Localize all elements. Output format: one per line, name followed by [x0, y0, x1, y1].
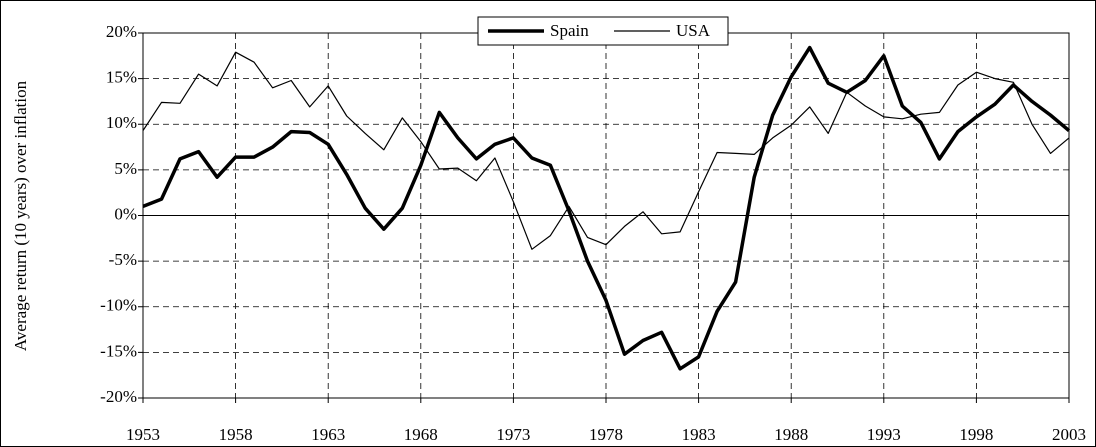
x-tick-label: 1983	[682, 425, 716, 444]
x-tick-label: 1968	[404, 425, 438, 444]
y-tick-label: 0%	[114, 204, 137, 223]
y-tick-label: -5%	[109, 250, 137, 269]
series-line	[142, 45, 1071, 371]
x-tick-label: 1978	[589, 425, 623, 444]
y-tick-label: 20%	[106, 22, 137, 41]
x-tick-label: 2003	[1052, 425, 1086, 444]
legend-label: Spain	[550, 21, 589, 40]
y-tick-label: 15%	[106, 68, 137, 87]
x-tick-label: 1953	[126, 425, 160, 444]
y-tick-label: -20%	[100, 387, 137, 406]
x-tick-label: 1998	[959, 425, 993, 444]
y-axis-title: Average return (10 years) over inflation	[11, 80, 30, 351]
y-tick-label: 5%	[114, 159, 137, 178]
y-tick-label: 10%	[106, 113, 137, 132]
y-tick-label: -10%	[100, 296, 137, 315]
x-tick-label: 1963	[311, 425, 345, 444]
x-tick-label: 1993	[867, 425, 901, 444]
x-tick-label: 1958	[219, 425, 253, 444]
x-tick-label: 1973	[496, 425, 530, 444]
x-tick-label: 1988	[774, 425, 808, 444]
series-line	[142, 51, 1070, 250]
legend-label: USA	[676, 21, 711, 40]
y-tick-label: -15%	[100, 341, 137, 360]
